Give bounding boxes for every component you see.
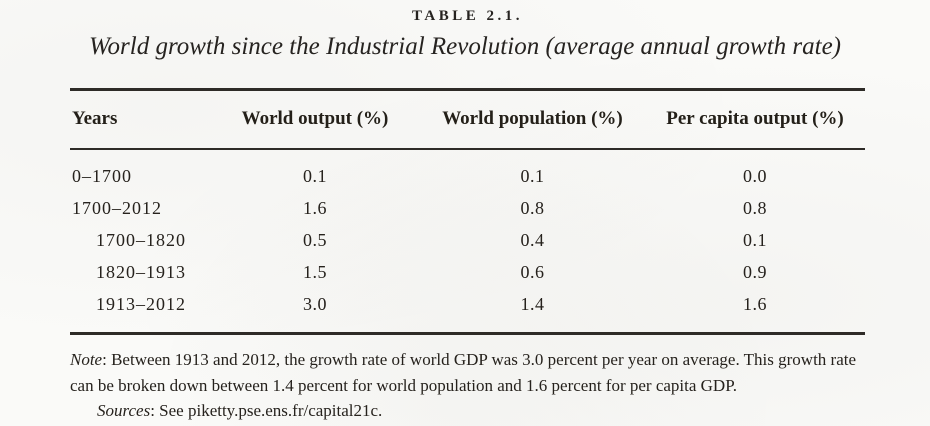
column-header-per-capita-output: Per capita output (%) (666, 108, 844, 129)
per-capita-output-cell: 1.6 (743, 293, 767, 314)
world-population-cell: 0.6 (520, 261, 545, 282)
per-capita-output-cell: 0.9 (743, 261, 767, 282)
note-label: Note (70, 350, 103, 369)
table-body: 0–1700 0.1 0.1 0.0 1700–2012 1.6 0.8 0.8… (70, 160, 865, 320)
year-range-cell: 1913–2012 (96, 293, 186, 314)
per-capita-output-cell: 0.8 (743, 197, 767, 218)
table-notes: Note: Between 1913 and 2012, the growth … (70, 347, 867, 424)
world-output-cell: 1.6 (303, 197, 327, 218)
note-text: : Between 1913 and 2012, the growth rate… (70, 350, 857, 395)
year-range-cell: 1700–1820 (96, 229, 186, 250)
table-row: 0–1700 0.1 0.1 0.0 (70, 160, 865, 192)
table-row: 1700–1820 0.5 0.4 0.1 (70, 224, 865, 256)
world-output-cell: 3.0 (303, 293, 327, 314)
per-capita-output-cell: 0.0 (743, 165, 767, 186)
column-header-world-output: World output (%) (241, 108, 389, 129)
world-output-cell: 1.5 (303, 261, 327, 282)
year-range-cell: 1820–1913 (96, 261, 186, 282)
world-population-cell: 0.4 (520, 229, 545, 250)
sources-text: : See piketty.pse.ens.fr/capital21c. (150, 401, 383, 420)
world-output-cell: 0.1 (303, 165, 327, 186)
table-number-heading: TABLE 2.1. (412, 8, 523, 24)
table-header-rule (70, 148, 865, 150)
world-output-cell: 0.5 (303, 229, 327, 250)
table-header-row: Years World output (%) World population … (70, 94, 865, 144)
table-row: 1820–1913 1.5 0.6 0.9 (70, 256, 865, 288)
sources-label: Sources (97, 401, 151, 420)
table-top-rule (70, 88, 865, 91)
per-capita-output-cell: 0.1 (743, 229, 767, 250)
table-row: 1913–2012 3.0 1.4 1.6 (70, 288, 865, 320)
world-population-cell: 0.8 (520, 197, 545, 218)
world-population-cell: 0.1 (520, 165, 545, 186)
column-header-years: Years (72, 108, 118, 129)
table-row: 1700–2012 1.6 0.8 0.8 (70, 192, 865, 224)
year-range-cell: 1700–2012 (72, 197, 162, 218)
sources-paragraph: Sources: See piketty.pse.ens.fr/capital2… (70, 398, 867, 424)
note-paragraph: Note: Between 1913 and 2012, the growth … (70, 347, 867, 398)
world-population-cell: 1.4 (520, 293, 545, 314)
column-header-world-population: World population (%) (442, 108, 623, 129)
table-title: World growth since the Industrial Revolu… (88, 33, 841, 60)
year-range-cell: 0–1700 (72, 165, 132, 186)
table-bottom-rule (70, 332, 865, 335)
